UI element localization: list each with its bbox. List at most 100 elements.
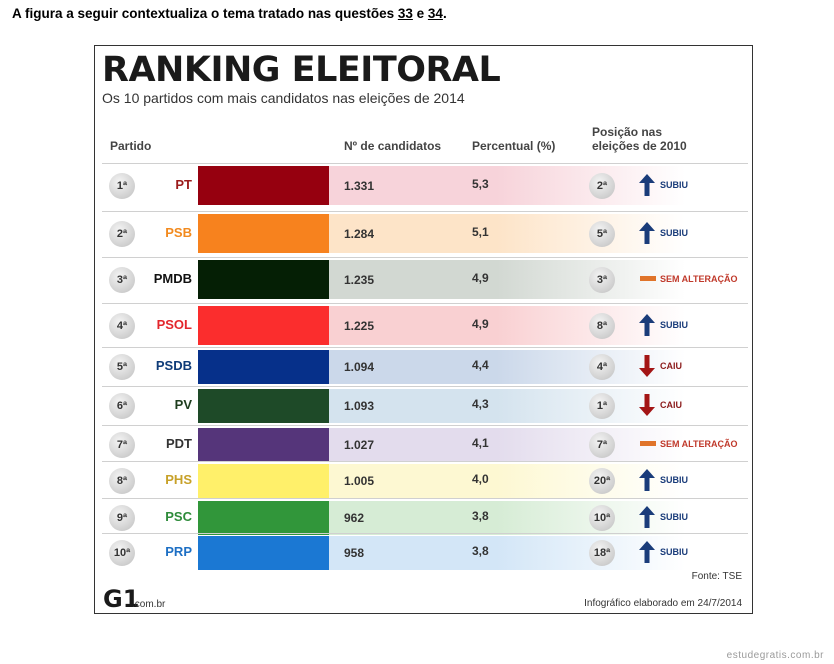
candidate-count: 1.094 (344, 360, 375, 374)
question-34-link[interactable]: 34 (427, 6, 443, 21)
percentage: 5,1 (472, 225, 489, 239)
infographic-date: Infográfico elaborado em 24/7/2014 (584, 598, 742, 609)
party-color-bar (198, 260, 329, 299)
rank-badge: 9ª (109, 505, 135, 531)
table-row: 7ª PDT 1.027 4,1 7ª SEM ALTERAÇÃO (102, 425, 748, 463)
status-label: SUBIU (660, 547, 689, 557)
position-2010-badge: 18ª (589, 540, 615, 566)
status-label: SEM ALTERAÇÃO (660, 439, 738, 449)
row-tint (329, 428, 748, 462)
candidate-count: 1.027 (344, 438, 375, 452)
intro-text-before: A figura a seguir contextualiza o tema t… (12, 6, 398, 21)
row-tint (329, 260, 748, 299)
candidate-count: 962 (344, 511, 365, 525)
party-name: PMDB (153, 271, 192, 286)
rank-badge: 1ª (109, 173, 135, 199)
position-2010-badge: 5ª (589, 221, 615, 247)
party-color-bar (198, 464, 329, 498)
status-label: SUBIU (660, 320, 689, 330)
position-2010-badge: 1ª (589, 393, 615, 419)
percentage: 4,9 (472, 317, 489, 331)
position-2010-badge: 8ª (589, 313, 615, 339)
source-label: Fonte: TSE (691, 571, 742, 582)
table-row: 1ª PT 1.331 5,3 2ª SUBIU (102, 163, 748, 206)
no-change-icon (640, 276, 656, 281)
rank-badge: 6ª (109, 393, 135, 419)
arrow-up-icon (639, 222, 655, 244)
percentage: 3,8 (472, 509, 489, 523)
header-candidatos: Nº de candidatos (344, 139, 442, 153)
party-color-bar (198, 428, 329, 462)
arrow-down-icon (639, 394, 655, 416)
candidate-count: 1.331 (344, 179, 375, 193)
header-posicao-line1: Posição nas (592, 125, 663, 139)
rank-badge: 8ª (109, 468, 135, 494)
row-tint (329, 166, 748, 205)
status-label: SUBIU (660, 228, 689, 238)
no-change-icon (640, 441, 656, 446)
table-row: 4ª PSOL 1.225 4,9 8ª SUBIU (102, 303, 748, 346)
table-row: 8ª PHS 1.005 4,0 20ª SUBIU (102, 461, 748, 499)
infographic-frame: RANKING ELEITORAL Os 10 partidos com mai… (94, 45, 753, 614)
row-tint (329, 306, 748, 345)
status-label: SUBIU (660, 512, 689, 522)
arrow-up-icon (639, 541, 655, 563)
infographic-subtitle: Os 10 partidos com mais candidatos nas e… (102, 90, 465, 106)
position-2010-badge: 2ª (589, 173, 615, 199)
party-color-bar (198, 501, 329, 535)
table-row: 2ª PSB 1.284 5,1 5ª SUBIU (102, 211, 748, 254)
table-row: 3ª PMDB 1.235 4,9 3ª SEM ALTERAÇÃO (102, 257, 748, 300)
arrow-up-icon (639, 174, 655, 196)
status-label: CAIU (660, 361, 682, 371)
intro-end: . (442, 6, 447, 21)
candidate-count: 1.284 (344, 227, 375, 241)
arrow-up-icon (639, 506, 655, 528)
status-label: SEM ALTERAÇÃO (660, 274, 738, 284)
header-partido: Partido (110, 139, 152, 153)
rank-badge: 4ª (109, 313, 135, 339)
party-name: PT (175, 177, 192, 192)
arrow-up-icon (639, 314, 655, 336)
status-label: SUBIU (660, 180, 689, 190)
rank-badge: 3ª (109, 267, 135, 293)
candidate-count: 1.005 (344, 474, 375, 488)
candidate-count: 1.093 (344, 399, 375, 413)
party-name: PV (174, 397, 192, 412)
row-tint (329, 501, 748, 535)
g1-logo-icon: G1 (103, 586, 139, 610)
header-percentual: Percentual (%) (472, 139, 556, 153)
status-label: SUBIU (660, 475, 689, 485)
party-color-bar (198, 389, 329, 423)
position-2010-badge: 10ª (589, 505, 615, 531)
rank-badge: 2ª (109, 221, 135, 247)
percentage: 5,3 (472, 177, 489, 191)
row-tint (329, 464, 748, 498)
candidate-count: 958 (344, 546, 365, 560)
party-name: PHS (165, 472, 192, 487)
position-2010-badge: 4ª (589, 354, 615, 380)
party-color-bar (198, 306, 329, 345)
row-tint (329, 389, 748, 423)
party-name: PSOL (156, 317, 192, 332)
party-color-bar (198, 166, 329, 205)
party-name: PSC (165, 509, 192, 524)
intro-mid: e (412, 6, 428, 21)
rank-badge: 5ª (109, 354, 135, 380)
percentage: 4,3 (472, 397, 489, 411)
table-row: 9ª PSC 962 3,8 10ª SUBIU (102, 498, 748, 536)
table-row: 10ª PRP 958 3,8 18ª SUBIU (102, 533, 748, 571)
position-2010-badge: 20ª (589, 468, 615, 494)
row-tint (329, 536, 748, 570)
row-tint (329, 214, 748, 253)
arrow-down-icon (639, 355, 655, 377)
position-2010-badge: 7ª (589, 432, 615, 458)
percentage: 4,0 (472, 472, 489, 486)
party-color-bar (198, 350, 329, 384)
logo-text-mark: G1 (103, 586, 139, 610)
table-row: 5ª PSDB 1.094 4,4 4ª CAIU (102, 347, 748, 385)
rank-badge: 10ª (109, 540, 135, 566)
party-name: PSB (165, 225, 192, 240)
question-33-link[interactable]: 33 (397, 6, 413, 21)
party-name: PRP (165, 544, 192, 559)
percentage: 3,8 (472, 544, 489, 558)
